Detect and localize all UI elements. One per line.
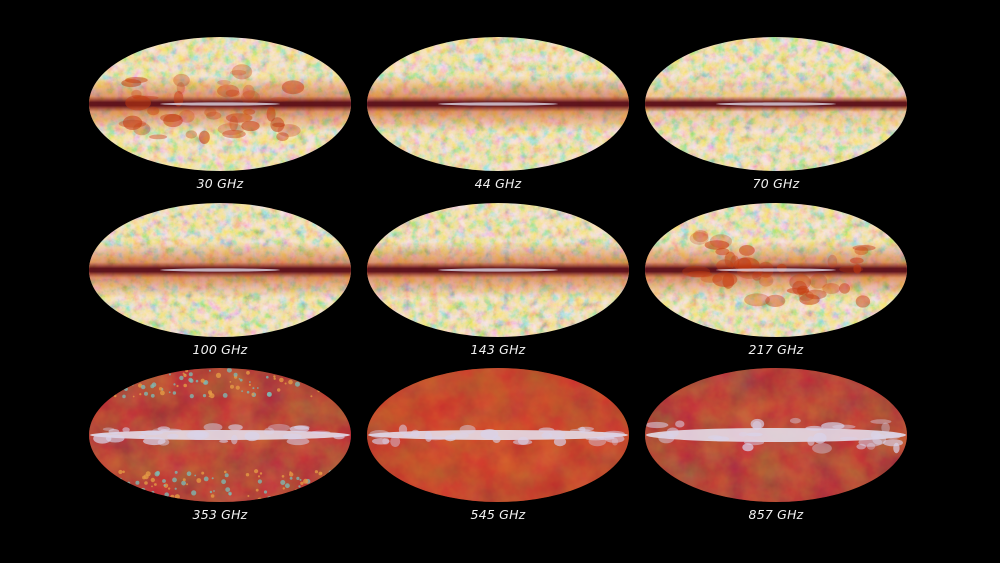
- sky-map-image: [645, 37, 907, 171]
- sky-map-image: [367, 203, 629, 337]
- sky-map-image: [89, 203, 351, 337]
- sky-map-panel: 217 GHz: [644, 202, 908, 364]
- sky-map-image: [645, 368, 907, 502]
- sky-map-panel: 30 GHz: [88, 36, 352, 198]
- sky-map-image: [89, 37, 351, 171]
- sky-map-panel: 353 GHz: [88, 367, 352, 529]
- frequency-label: 857 GHz: [748, 507, 804, 522]
- sky-map-panel: 857 GHz: [644, 367, 908, 529]
- frequency-label: 44 GHz: [474, 176, 522, 191]
- sky-map-image: [367, 368, 629, 502]
- sky-map-image: [645, 203, 907, 337]
- sky-map-panel: 100 GHz: [88, 202, 352, 364]
- sky-map-image: [89, 368, 351, 502]
- sky-map-panel: 70 GHz: [644, 36, 908, 198]
- frequency-label: 545 GHz: [470, 507, 526, 522]
- frequency-label: 70 GHz: [752, 176, 800, 191]
- sky-map-panel: 545 GHz: [366, 367, 630, 529]
- frequency-label: 353 GHz: [192, 507, 248, 522]
- sky-map-panel: 143 GHz: [366, 202, 630, 364]
- frequency-label: 30 GHz: [196, 176, 244, 191]
- sky-map-image: [367, 37, 629, 171]
- frequency-label: 143 GHz: [470, 342, 526, 357]
- sky-map-panel: 44 GHz: [366, 36, 630, 198]
- frequency-label: 100 GHz: [192, 342, 248, 357]
- frequency-label: 217 GHz: [748, 342, 804, 357]
